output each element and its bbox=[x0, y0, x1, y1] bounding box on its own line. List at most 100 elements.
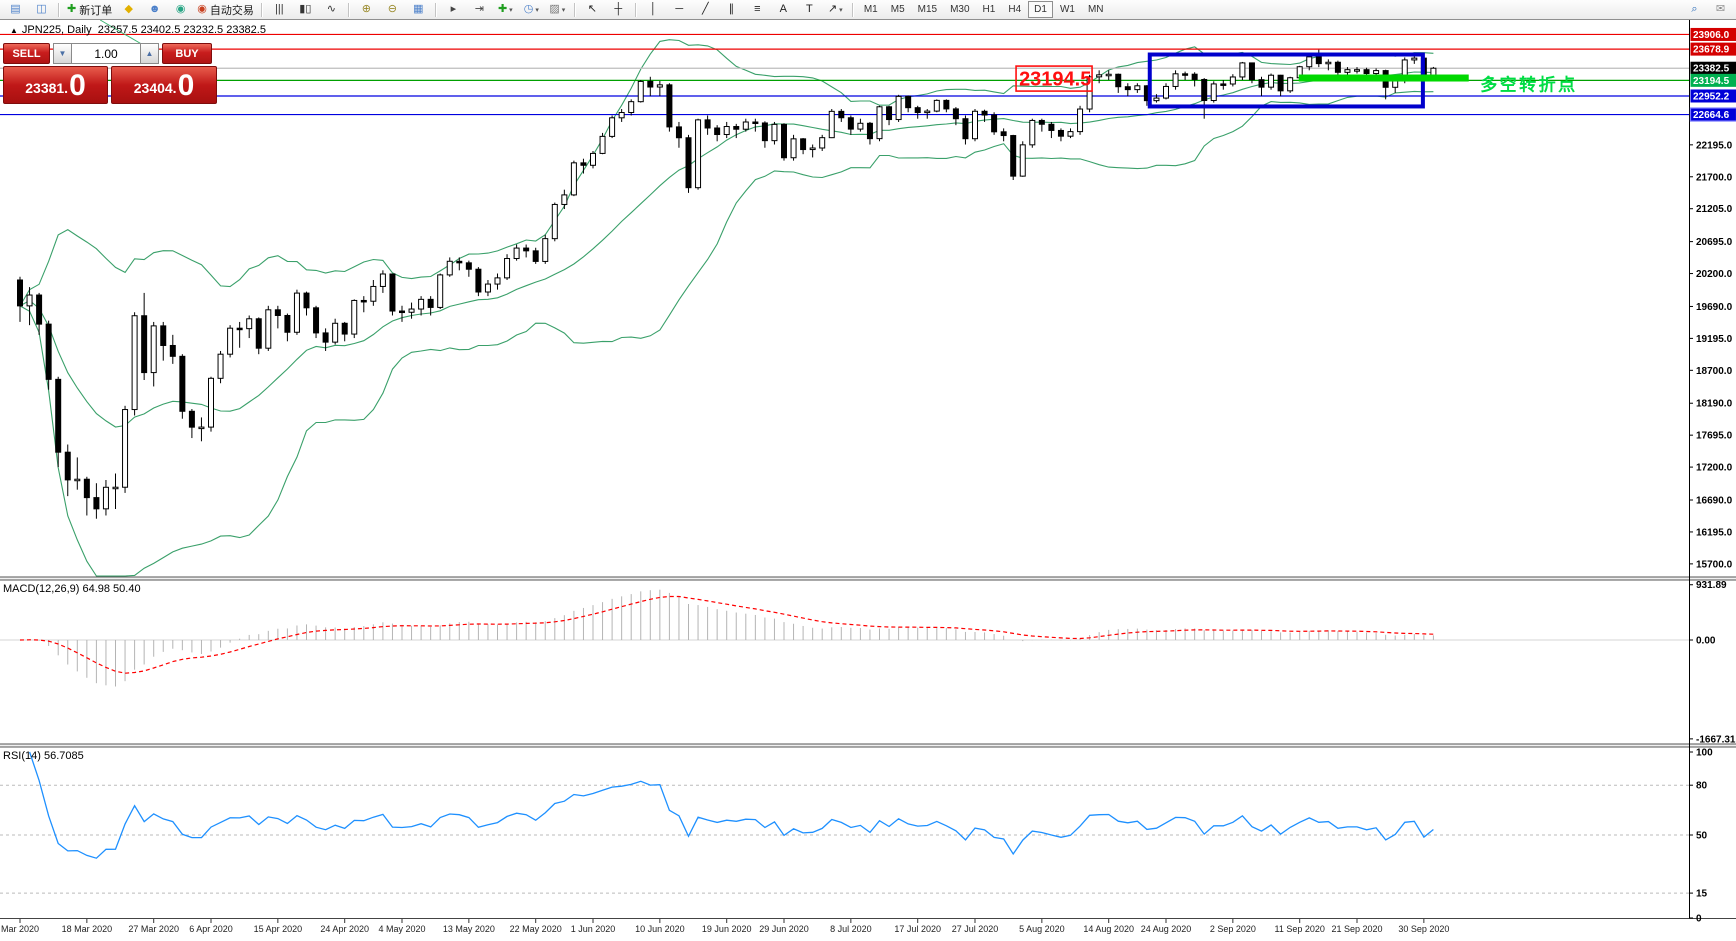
volume-decrease-button[interactable]: ▼ bbox=[53, 43, 72, 64]
new-order-button[interactable]: ✚ 新订单 bbox=[64, 0, 115, 19]
pane-splitter[interactable] bbox=[0, 744, 1736, 747]
text-label-icon[interactable]: T bbox=[797, 0, 822, 19]
cursor-icon[interactable]: ↖ bbox=[580, 0, 605, 19]
horizontal-line-icon: ─ bbox=[675, 3, 684, 15]
timeframe-h4-button[interactable]: H4 bbox=[1008, 4, 1022, 15]
timeframe-m30-button[interactable]: M30 bbox=[950, 4, 970, 15]
timeframe-h1-button[interactable]: H1 bbox=[982, 4, 996, 15]
bearish-candle bbox=[886, 106, 893, 121]
price-callout-text[interactable]: 23194.5 bbox=[1019, 69, 1091, 91]
turning-point-note-text[interactable]: 多空转折点 bbox=[1480, 75, 1578, 95]
bearish-candle bbox=[714, 127, 721, 136]
chart-background bbox=[0, 20, 1736, 941]
ohlc-values: 23257.5 23402.5 23232.5 23382.5 bbox=[97, 24, 266, 36]
timeframe-m1-button[interactable]: M1 bbox=[863, 4, 878, 15]
rsi-line bbox=[28, 751, 1434, 859]
price-callout-box[interactable] bbox=[1015, 65, 1093, 92]
tile-windows-icon[interactable]: ▦ bbox=[406, 0, 431, 19]
fibonacci-icon[interactable]: ≡ bbox=[745, 0, 770, 19]
bullish-candle bbox=[1268, 74, 1275, 88]
date-axis-label: 4 May 2020 bbox=[378, 924, 425, 934]
bearish-candle bbox=[1191, 73, 1198, 80]
metaeditor-icon[interactable]: ◆ bbox=[116, 0, 141, 19]
volume-increase-button[interactable]: ▲ bbox=[140, 43, 159, 64]
line-chart-icon[interactable]: ∿ bbox=[319, 0, 344, 19]
bearish-candle bbox=[952, 108, 959, 120]
price-scale-label: 15700.0 bbox=[1696, 559, 1733, 570]
buy-price-button[interactable]: 23404. 0 bbox=[111, 66, 217, 104]
bullish-candle bbox=[857, 122, 864, 130]
bullish-candle bbox=[1105, 73, 1112, 77]
experts-icon: ☻ bbox=[148, 3, 161, 15]
bearish-candle bbox=[45, 323, 52, 380]
channel-icon[interactable]: ∥ bbox=[719, 0, 744, 19]
chat-icon[interactable]: ✉ bbox=[1708, 0, 1733, 19]
price-line-axis-label-box bbox=[1690, 27, 1736, 41]
horizontal-line-icon[interactable]: ─ bbox=[667, 0, 692, 19]
signals-icon: ◉ bbox=[175, 3, 186, 15]
bullish-candle bbox=[551, 203, 558, 240]
support-highlight-bar[interactable] bbox=[1298, 74, 1469, 82]
date-axis-label: 2 Sep 2020 bbox=[1210, 924, 1256, 934]
new-chart-icon[interactable]: ▤ bbox=[3, 0, 28, 19]
bearish-candle bbox=[83, 478, 90, 499]
price-line-axis-label-box bbox=[1690, 89, 1736, 103]
bullish-candle bbox=[332, 322, 339, 343]
bearish-candle bbox=[1115, 73, 1122, 88]
autotrading-button[interactable]: ◉ 自动交易 bbox=[194, 0, 257, 19]
signals-icon[interactable]: ◉ bbox=[168, 0, 193, 19]
timeframe-m5-button[interactable]: M5 bbox=[890, 4, 905, 15]
bar-chart-icon[interactable]: ||| bbox=[267, 0, 292, 19]
chart-shift-icon[interactable]: ⇥ bbox=[467, 0, 492, 19]
sell-price-button[interactable]: 23381. 0 bbox=[3, 66, 109, 104]
price-scale-label: 19690.0 bbox=[1696, 302, 1733, 313]
timeframe-m15-button[interactable]: M15 bbox=[917, 4, 938, 15]
bearish-candle bbox=[93, 497, 100, 510]
toolbar-separator bbox=[434, 2, 437, 17]
rsi-scale-label: 80 bbox=[1696, 781, 1708, 792]
timeframe-mn-button[interactable]: MN bbox=[1087, 4, 1104, 15]
price-scale-label: 17200.0 bbox=[1696, 463, 1733, 474]
templates-icon[interactable]: ▨ ▾ bbox=[545, 0, 570, 19]
price-line-axis-label: 23906.0 bbox=[1693, 30, 1730, 41]
zoom-out-icon[interactable]: ⊖ bbox=[380, 0, 405, 19]
bullish-candle bbox=[790, 138, 797, 159]
sell-button[interactable]: SELL bbox=[3, 43, 50, 64]
trendline-icon[interactable]: ╱ bbox=[693, 0, 718, 19]
dropdown-arrow-icon[interactable]: ▾ bbox=[561, 6, 566, 14]
bearish-candle bbox=[800, 138, 807, 151]
search-icon[interactable]: ⌕ bbox=[1682, 0, 1707, 19]
text-icon[interactable]: A bbox=[771, 0, 796, 19]
bearish-candle bbox=[427, 298, 434, 308]
arrows-icon[interactable]: ↗ ▾ bbox=[823, 0, 848, 19]
metaeditor-icon: ◆ bbox=[124, 3, 133, 15]
price-scale-label: 16195.0 bbox=[1696, 527, 1733, 538]
macd-scale-label: 931.89 bbox=[1696, 580, 1727, 591]
dropdown-arrow-icon[interactable]: ▾ bbox=[839, 6, 843, 14]
timeframe-d1-button[interactable]: D1 bbox=[1028, 1, 1053, 18]
crosshair-icon[interactable]: ┼ bbox=[606, 0, 631, 19]
indicators-icon[interactable]: ✚ ▾ bbox=[493, 0, 518, 19]
bullish-candle bbox=[742, 121, 749, 130]
timeframe-w1-button[interactable]: W1 bbox=[1059, 4, 1075, 15]
macd-indicator-label: MACD(12,26,9) 64.98 50.40 bbox=[3, 583, 141, 595]
zoom-in-icon[interactable]: ⊕ bbox=[354, 0, 379, 19]
bearish-candle bbox=[303, 292, 310, 309]
pane-splitter[interactable] bbox=[0, 577, 1736, 580]
buy-button[interactable]: BUY bbox=[162, 43, 212, 64]
line-chart-icon: ∿ bbox=[326, 3, 336, 15]
profiles-icon[interactable]: ◫ bbox=[29, 0, 54, 19]
bullish-candle bbox=[370, 285, 377, 302]
volume-input[interactable] bbox=[72, 43, 140, 64]
bullish-candle bbox=[599, 135, 606, 154]
dropdown-arrow-icon[interactable]: ▾ bbox=[509, 6, 513, 14]
experts-icon[interactable]: ☻ bbox=[142, 0, 167, 19]
bearish-candle bbox=[1201, 78, 1208, 102]
candlestick-chart-icon[interactable]: ▮▯ bbox=[293, 0, 318, 19]
dropdown-arrow-icon[interactable]: ▾ bbox=[535, 6, 539, 14]
auto-scroll-icon[interactable]: ▸ bbox=[441, 0, 466, 19]
periods-icon[interactable]: ◷ ▾ bbox=[519, 0, 544, 19]
price-line-axis-label: 22664.6 bbox=[1693, 110, 1730, 121]
vertical-line-icon[interactable]: │ bbox=[641, 0, 666, 19]
